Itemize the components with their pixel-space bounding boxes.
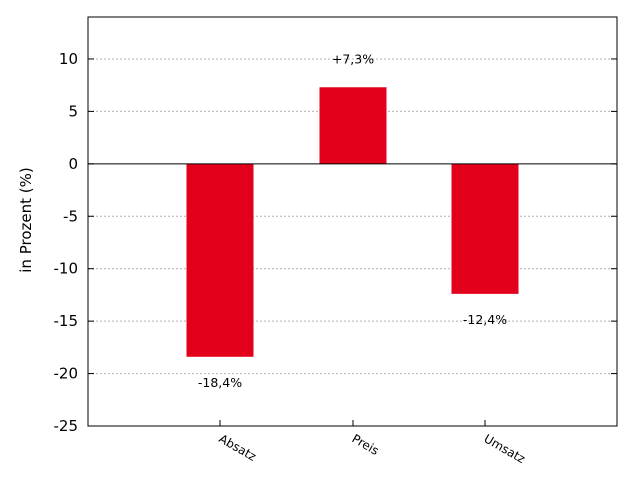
data-label: -12,4% [463, 312, 507, 327]
y-tick-label: -20 [54, 365, 79, 383]
x-tick-label: Absatz [217, 431, 259, 463]
x-tick-label: Preis [350, 431, 382, 457]
y-tick-label: -5 [63, 207, 78, 225]
data-label: +7,3% [332, 51, 374, 66]
y-axis-title: in Prozent (%) [17, 167, 35, 272]
bar-umsatz [451, 163, 519, 294]
y-tick-label: -10 [54, 260, 79, 278]
data-label: -18,4% [198, 375, 242, 390]
bar-absatz [186, 163, 254, 357]
y-tick-label: -15 [54, 312, 79, 330]
y-tick-label: 10 [59, 50, 78, 68]
plot-frame [87, 16, 618, 427]
gridlines [88, 58, 617, 375]
x-tick-label: Umsatz [482, 431, 528, 466]
y-axis: 10 5 0 -5 -10 -15 -20 -25 [54, 50, 617, 435]
y-tick-label: 5 [68, 102, 78, 120]
y-tick-label: 0 [68, 155, 78, 173]
bar-preis [319, 87, 387, 164]
data-labels: -18,4% +7,3% -12,4% [198, 51, 507, 390]
x-axis: Absatz Preis Umsatz [217, 420, 528, 466]
bars [186, 87, 519, 357]
y-tick-label: -25 [54, 417, 79, 435]
